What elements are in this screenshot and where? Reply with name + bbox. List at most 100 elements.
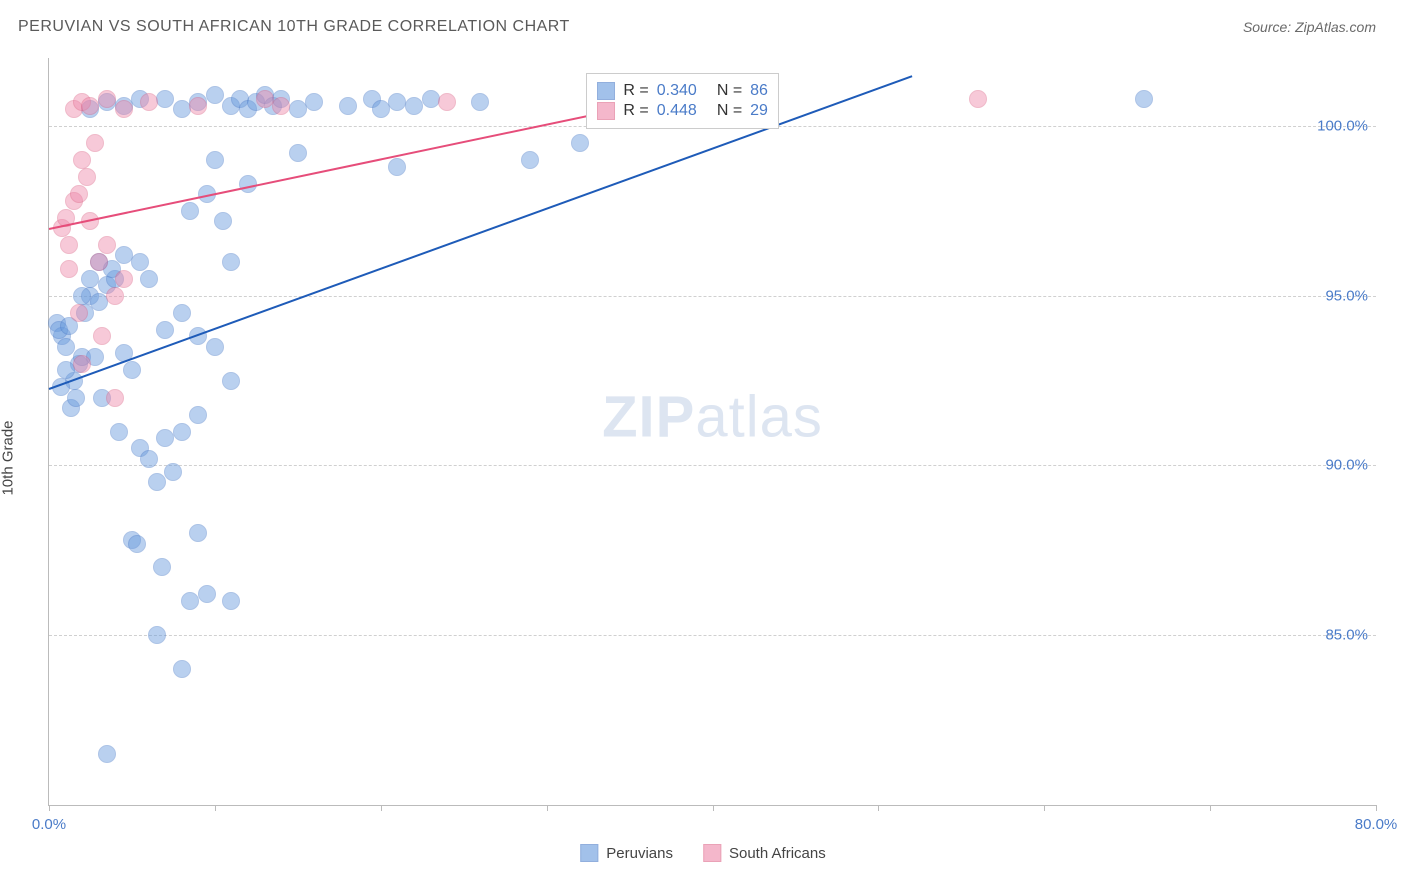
data-point <box>140 270 158 288</box>
chart-source: Source: ZipAtlas.com <box>1243 19 1376 35</box>
y-tick-label: 90.0% <box>1325 457 1368 474</box>
stat-label-n: N = <box>717 82 742 100</box>
data-point <box>1135 90 1153 108</box>
chart-area: 10th Grade ZIPatlas 85.0%90.0%95.0%100.0… <box>0 48 1406 868</box>
data-point <box>98 236 116 254</box>
data-point <box>115 270 133 288</box>
data-point <box>57 338 75 356</box>
y-tick-label: 100.0% <box>1317 117 1368 134</box>
data-point <box>471 93 489 111</box>
data-point <box>67 389 85 407</box>
data-point <box>90 253 108 271</box>
data-point <box>189 524 207 542</box>
x-tick <box>381 805 382 811</box>
data-point <box>164 463 182 481</box>
data-point <box>173 660 191 678</box>
data-point <box>173 423 191 441</box>
data-point <box>81 270 99 288</box>
data-point <box>222 372 240 390</box>
y-tick-label: 95.0% <box>1325 287 1368 304</box>
data-point <box>90 293 108 311</box>
data-point <box>438 93 456 111</box>
stat-label-n: N = <box>717 102 742 120</box>
data-point <box>98 745 116 763</box>
stat-value-r: 0.448 <box>657 102 697 120</box>
x-tick <box>547 805 548 811</box>
stat-value-r: 0.340 <box>657 82 697 100</box>
y-tick-label: 85.0% <box>1325 627 1368 644</box>
data-point <box>81 97 99 115</box>
x-tick <box>49 805 50 811</box>
data-point <box>106 389 124 407</box>
x-tick <box>1210 805 1211 811</box>
data-point <box>272 97 290 115</box>
data-point <box>173 100 191 118</box>
data-point <box>123 361 141 379</box>
legend-label: South Africans <box>729 845 826 862</box>
data-point <box>388 93 406 111</box>
gridline <box>49 635 1376 636</box>
data-point <box>110 423 128 441</box>
data-point <box>115 246 133 264</box>
data-point <box>148 626 166 644</box>
data-point <box>156 321 174 339</box>
data-point <box>206 86 224 104</box>
data-point <box>181 202 199 220</box>
data-point <box>189 97 207 115</box>
data-point <box>73 355 91 373</box>
data-point <box>115 100 133 118</box>
data-point <box>239 175 257 193</box>
data-point <box>60 236 78 254</box>
data-point <box>969 90 987 108</box>
data-point <box>156 90 174 108</box>
data-point <box>153 558 171 576</box>
data-point <box>222 592 240 610</box>
legend-item-peruvians: Peruvians <box>580 844 673 862</box>
data-point <box>60 260 78 278</box>
x-tick-label: 0.0% <box>32 816 66 833</box>
stats-legend-row: R =0.340N =86 <box>597 82 768 100</box>
x-tick <box>713 805 714 811</box>
data-point <box>388 158 406 176</box>
data-point <box>405 97 423 115</box>
legend-label: Peruvians <box>606 845 673 862</box>
legend-item-south-africans: South Africans <box>703 844 826 862</box>
data-point <box>571 134 589 152</box>
watermark: ZIPatlas <box>602 383 823 450</box>
stats-legend-row: R =0.448N =29 <box>597 102 768 120</box>
data-point <box>521 151 539 169</box>
data-point <box>78 168 96 186</box>
data-point <box>93 327 111 345</box>
gridline <box>49 296 1376 297</box>
data-point <box>289 144 307 162</box>
data-point <box>156 429 174 447</box>
data-point <box>73 287 91 305</box>
plot-area: ZIPatlas 85.0%90.0%95.0%100.0%0.0%80.0%R… <box>48 58 1376 806</box>
data-point <box>128 535 146 553</box>
data-point <box>222 253 240 271</box>
x-tick <box>878 805 879 811</box>
data-point <box>256 90 274 108</box>
x-tick <box>1044 805 1045 811</box>
data-point <box>57 361 75 379</box>
data-point <box>131 253 149 271</box>
data-point <box>422 90 440 108</box>
data-point <box>198 585 216 603</box>
stat-label-r: R = <box>623 82 648 100</box>
data-point <box>206 151 224 169</box>
data-point <box>140 450 158 468</box>
bottom-legend: Peruvians South Africans <box>580 844 825 862</box>
data-point <box>86 134 104 152</box>
stats-legend: R =0.340N =86R =0.448N =29 <box>586 73 779 129</box>
x-tick-label: 80.0% <box>1355 816 1398 833</box>
data-point <box>106 287 124 305</box>
data-point <box>70 304 88 322</box>
stat-value-n: 29 <box>750 102 768 120</box>
data-point <box>173 304 191 322</box>
data-point <box>70 185 88 203</box>
data-point <box>181 592 199 610</box>
data-point <box>148 473 166 491</box>
x-tick <box>215 805 216 811</box>
chart-header: PERUVIAN VS SOUTH AFRICAN 10TH GRADE COR… <box>0 0 1406 48</box>
data-point <box>73 151 91 169</box>
